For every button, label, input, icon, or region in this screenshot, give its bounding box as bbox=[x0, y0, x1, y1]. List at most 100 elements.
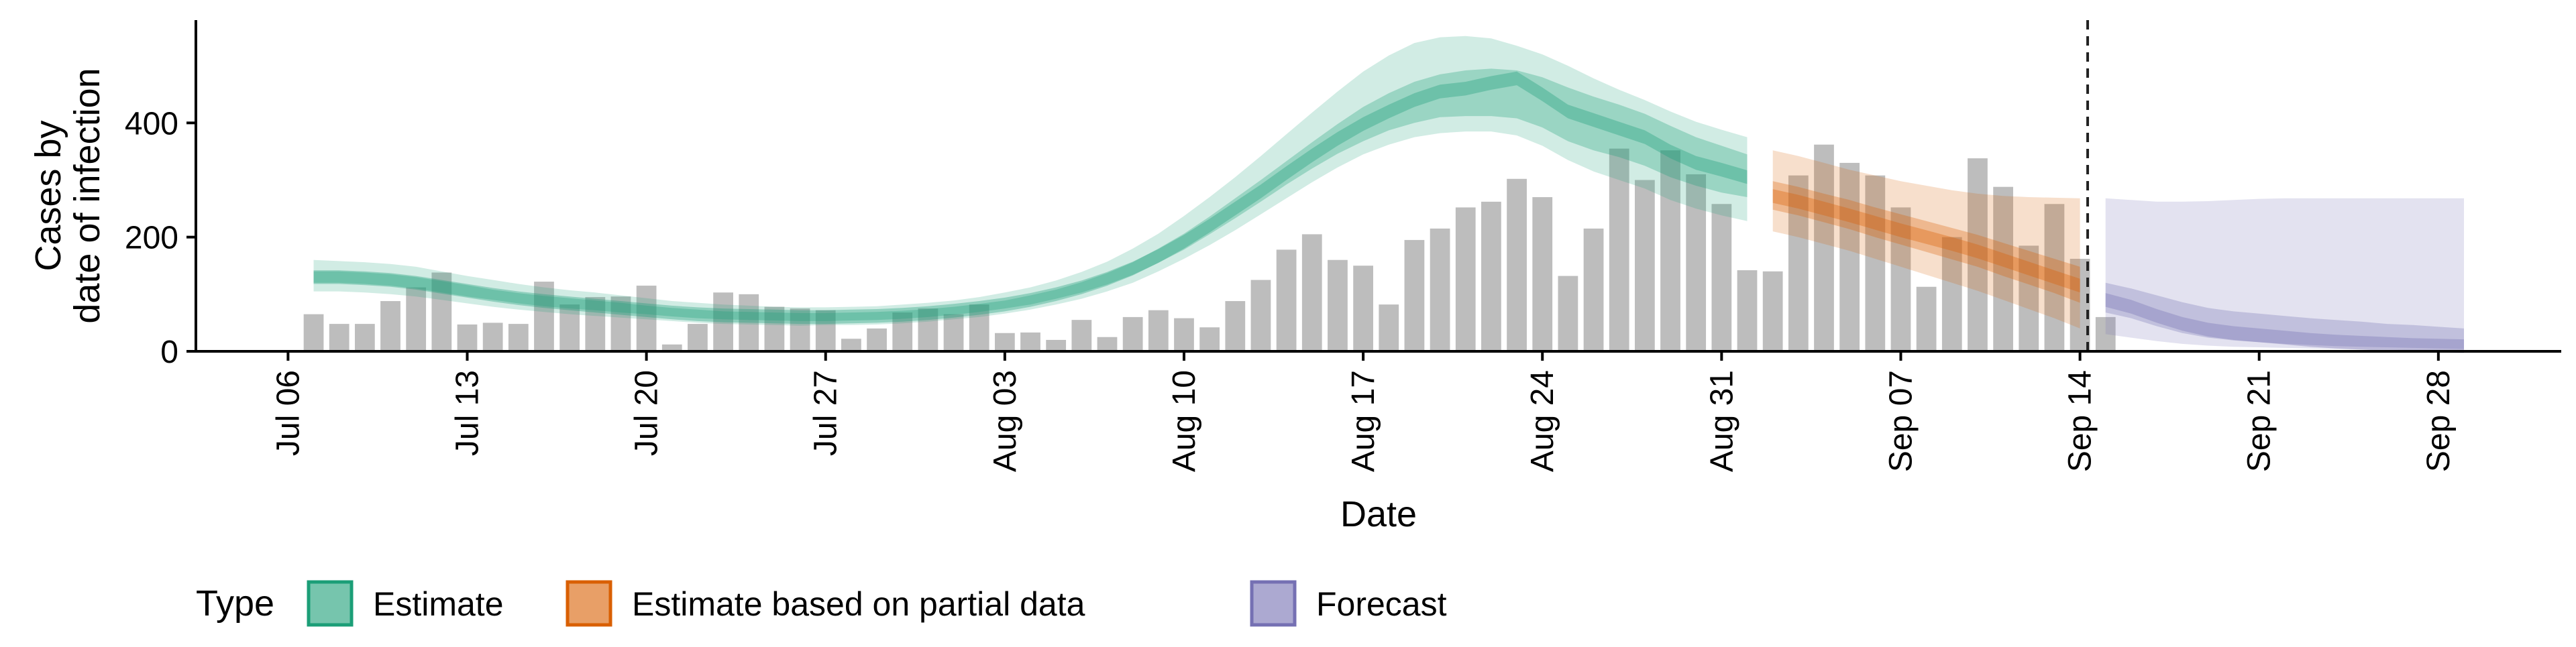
bar bbox=[508, 324, 529, 351]
x-tick-label: Sep 07 bbox=[1883, 370, 1919, 472]
bar bbox=[1353, 266, 1373, 351]
x-axis-label: Date bbox=[1340, 494, 1417, 534]
bar bbox=[1404, 239, 1425, 351]
ribbons-layer bbox=[313, 36, 2464, 353]
bar bbox=[1814, 144, 1834, 352]
series-inner-band bbox=[1772, 181, 2080, 303]
x-tick-label: Jul 27 bbox=[808, 370, 844, 456]
series-outer-band bbox=[313, 36, 1748, 326]
y-axis-label-line2: date of infection bbox=[67, 68, 107, 323]
bar bbox=[406, 287, 427, 351]
bar bbox=[636, 286, 657, 351]
legend-swatch bbox=[566, 580, 612, 627]
bar bbox=[892, 312, 913, 351]
bar bbox=[1993, 186, 2013, 351]
bar bbox=[431, 272, 452, 351]
series-inner-band bbox=[313, 68, 1748, 321]
y-axis-label-line1: Cases by bbox=[28, 120, 68, 271]
bar bbox=[1430, 228, 1450, 351]
bar bbox=[815, 310, 836, 351]
bar bbox=[457, 324, 478, 351]
series-2 bbox=[2105, 198, 2464, 353]
bar bbox=[1634, 180, 1655, 351]
bar bbox=[2044, 204, 2065, 351]
x-tick-label: Sep 28 bbox=[2421, 370, 2457, 472]
bar bbox=[1199, 327, 1220, 351]
bar bbox=[739, 294, 759, 351]
bar bbox=[1148, 310, 1169, 351]
series-0 bbox=[313, 36, 1748, 326]
bar bbox=[661, 344, 682, 351]
bar bbox=[790, 308, 810, 351]
bar bbox=[2095, 316, 2116, 351]
bar bbox=[1916, 286, 1937, 351]
bar bbox=[1686, 174, 1707, 351]
bar bbox=[1941, 237, 1962, 351]
series-median-band bbox=[1772, 189, 2080, 293]
x-tick-label: Aug 10 bbox=[1167, 370, 1202, 472]
bar bbox=[354, 324, 375, 351]
y-tick-label: 0 bbox=[160, 335, 178, 370]
legend-label: Estimate bbox=[373, 585, 504, 623]
y-ticks: 0 200 400 bbox=[125, 106, 196, 370]
legend-items: Estimate Estimate based on partial data Fo… bbox=[307, 580, 1447, 627]
bar bbox=[713, 292, 733, 351]
bar bbox=[1046, 339, 1067, 351]
bar bbox=[329, 324, 350, 351]
bar bbox=[1660, 150, 1680, 351]
bar bbox=[1379, 304, 1399, 351]
bar bbox=[1250, 280, 1271, 351]
bar bbox=[1532, 197, 1553, 351]
bar bbox=[380, 301, 400, 351]
x-tick-label: Aug 31 bbox=[1704, 370, 1739, 472]
bar bbox=[1122, 316, 1143, 351]
bar bbox=[1737, 270, 1758, 351]
bar bbox=[1507, 178, 1527, 351]
bar bbox=[1174, 318, 1194, 351]
legend-swatch bbox=[307, 580, 354, 627]
bar bbox=[1839, 162, 1860, 351]
bar bbox=[1968, 158, 1988, 351]
legend-swatch bbox=[1250, 580, 1297, 627]
bar bbox=[841, 339, 861, 351]
bar bbox=[969, 304, 989, 351]
bar bbox=[764, 306, 785, 351]
bar bbox=[1020, 332, 1040, 351]
x-tick-label: Jul 06 bbox=[270, 370, 306, 456]
legend-label: Estimate based on partial data bbox=[632, 585, 1085, 623]
bar bbox=[918, 308, 938, 351]
bar bbox=[994, 333, 1015, 351]
bar bbox=[1071, 320, 1092, 351]
y-tick-label: 200 bbox=[125, 221, 178, 256]
bar bbox=[1276, 249, 1297, 351]
x-tick-label: Aug 24 bbox=[1525, 370, 1560, 472]
x-tick-label: Aug 17 bbox=[1346, 370, 1381, 472]
bar bbox=[534, 282, 554, 351]
bar bbox=[943, 314, 964, 351]
bar bbox=[688, 324, 708, 351]
bar bbox=[1328, 259, 1348, 351]
bar bbox=[610, 296, 631, 351]
bar bbox=[1711, 204, 1732, 351]
x-tick-label: Sep 21 bbox=[2242, 370, 2277, 472]
bar bbox=[1583, 228, 1604, 351]
x-tick-label: Jul 13 bbox=[449, 370, 485, 456]
bar bbox=[1481, 201, 1501, 351]
axes-layer: 0 200 400 Jul 06 Jul 13 Jul 20 Jul 27 Aug 03 Au… bbox=[125, 20, 2561, 472]
bars-layer bbox=[303, 144, 2116, 352]
bar bbox=[1609, 148, 1629, 351]
series-median-band bbox=[2105, 293, 2464, 353]
bar bbox=[585, 297, 606, 351]
bar bbox=[1301, 234, 1322, 351]
y-tick-label: 400 bbox=[125, 106, 178, 141]
series-inner-band bbox=[2105, 282, 2464, 349]
series-outer-band bbox=[2105, 198, 2464, 351]
series-1 bbox=[1772, 150, 2080, 329]
x-ticks: Jul 06 Jul 13 Jul 20 Jul 27 Aug 03 Aug 10 Aug … bbox=[270, 351, 2457, 472]
x-tick-label: Aug 03 bbox=[987, 370, 1023, 472]
legend: Type Estimate Estimate based on partial d… bbox=[196, 580, 1447, 627]
bar bbox=[1097, 337, 1118, 351]
bar bbox=[559, 304, 580, 351]
bar bbox=[867, 328, 887, 351]
bar bbox=[2019, 245, 2039, 351]
